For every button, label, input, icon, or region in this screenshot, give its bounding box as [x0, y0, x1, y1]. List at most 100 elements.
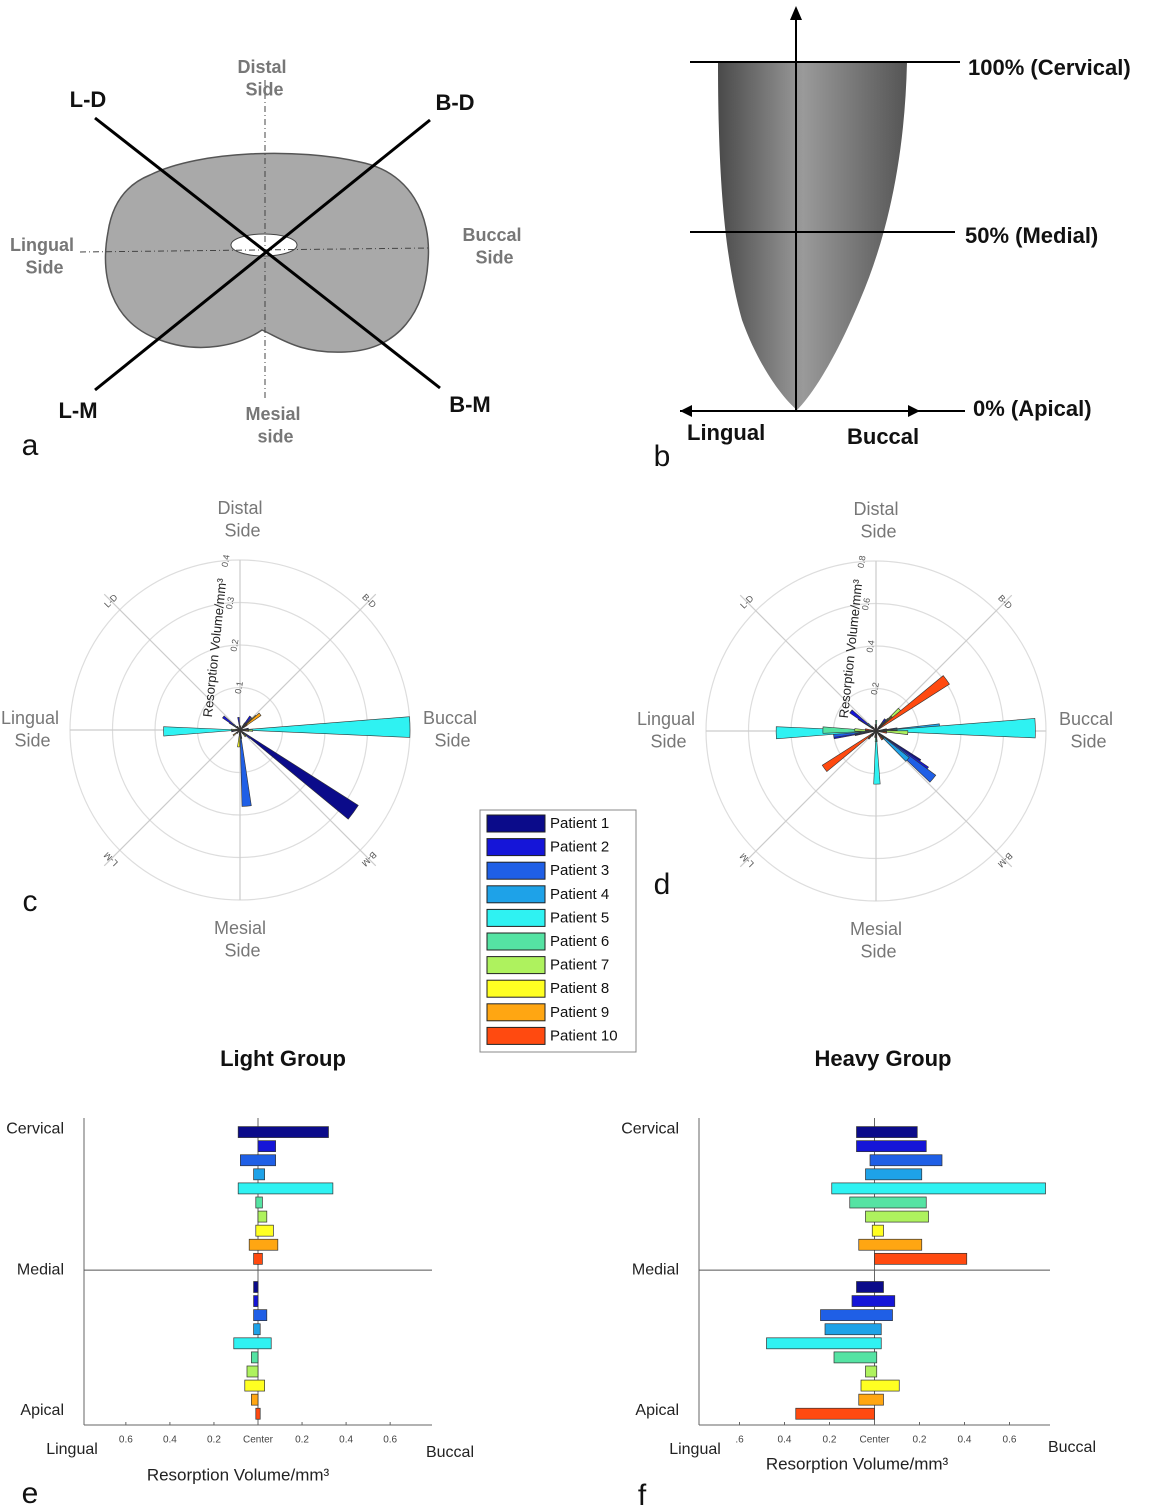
- bar: [253, 1309, 268, 1322]
- spoke: [239, 593, 377, 731]
- wedge: [874, 730, 877, 738]
- distal-label: Distal Side: [237, 57, 286, 100]
- legend-label: Patient 3: [550, 862, 609, 879]
- legend-swatch: [486, 956, 546, 975]
- lingual-label: Lingual: [687, 420, 765, 445]
- x-tick-label: 0.6: [1003, 1435, 1017, 1446]
- ld-label: L-D: [70, 87, 107, 112]
- wedge: [239, 725, 242, 731]
- bar: [237, 1182, 334, 1195]
- legend-label: Patient 1: [550, 815, 609, 832]
- bar: [858, 1393, 884, 1406]
- lm-label: L-M: [58, 398, 97, 423]
- r-tick-label: 0.8: [856, 555, 868, 569]
- y-tick-label: Medial: [632, 1261, 679, 1278]
- bar: [851, 1295, 896, 1307]
- wedge: [239, 729, 252, 807]
- direction-label: Distal Side: [217, 498, 262, 541]
- buccal-label: Buccal Side: [462, 225, 521, 268]
- legend-swatch: [486, 814, 546, 833]
- bar: [240, 1154, 276, 1167]
- bd-label: B-D: [435, 90, 474, 115]
- x-tick-label: Center: [859, 1435, 890, 1446]
- x-left-label: Lingual: [46, 1441, 98, 1458]
- panel-letter: f: [638, 1479, 647, 1510]
- r-tick-label: 0.6: [860, 597, 872, 611]
- bar: [865, 1365, 878, 1378]
- y-tick-label: Cervical: [621, 1120, 679, 1137]
- diagonal-line: [94, 118, 431, 392]
- x-tick-label: 0.2: [295, 1435, 309, 1446]
- bar: [856, 1140, 927, 1153]
- panel-letter: c: [23, 885, 38, 918]
- legend-label: Patient 8: [550, 980, 609, 997]
- spoke: [103, 593, 241, 731]
- bar: [244, 1379, 265, 1392]
- x-tick-label: 0.4: [163, 1435, 177, 1446]
- panel-letter: d: [654, 868, 671, 901]
- legend-label: Patient 7: [550, 957, 609, 974]
- bar: [237, 1126, 329, 1138]
- bar: [871, 1224, 884, 1237]
- x-tick-label: 0.4: [958, 1435, 972, 1446]
- lingual-label: Lingual Side: [10, 235, 74, 278]
- wedge: [875, 726, 878, 732]
- wedge: [875, 730, 910, 762]
- legend-label: Patient 4: [550, 886, 609, 903]
- y-tick-label: Apical: [635, 1402, 679, 1419]
- bar: [253, 1281, 259, 1293]
- r-tick-label: 0.2: [228, 638, 240, 652]
- r-tick-label: 0.3: [224, 596, 236, 610]
- cervical-label: 100% (Cervical): [968, 55, 1131, 80]
- legend-swatch: [486, 932, 546, 951]
- spoke: [239, 729, 377, 867]
- bar: [856, 1126, 918, 1138]
- legend-label: Patient 6: [550, 933, 609, 950]
- bar: [248, 1238, 279, 1251]
- y-tick-label: Medial: [17, 1261, 64, 1278]
- wedge: [822, 726, 877, 734]
- wedge: [872, 727, 877, 732]
- x-tick-label: 0.4: [778, 1435, 792, 1446]
- wedge: [239, 724, 248, 731]
- wedge: [239, 716, 411, 738]
- bar: [874, 1252, 968, 1265]
- legend-swatch: [486, 885, 546, 904]
- x-left-label: Lingual: [669, 1441, 721, 1458]
- direction-label: Buccal Side: [1059, 709, 1113, 752]
- axis-line: [79, 247, 431, 253]
- wedge: [238, 729, 241, 735]
- bar: [766, 1337, 882, 1350]
- x-tick-label: 0.2: [207, 1435, 221, 1446]
- x-tick-label: Center: [243, 1435, 274, 1446]
- legend-label: Patient 2: [550, 839, 609, 856]
- wedge: [873, 730, 881, 785]
- bar: [253, 1252, 263, 1265]
- bar: [831, 1182, 1046, 1195]
- chart-title: Heavy Group: [815, 1046, 952, 1071]
- direction-label: Mesial Side: [214, 918, 266, 961]
- legend-swatch: [486, 838, 546, 857]
- bar: [251, 1351, 259, 1364]
- wedge: [163, 726, 241, 737]
- bar: [257, 1210, 268, 1223]
- buccal-label: Buccal: [847, 424, 919, 449]
- direction-label: Lingual Side: [637, 709, 695, 752]
- panel-letter: b: [654, 440, 671, 473]
- wedge: [239, 729, 245, 732]
- spoke: [739, 730, 877, 868]
- bar: [255, 1407, 261, 1420]
- panel-letter: e: [22, 1477, 39, 1510]
- x-axis-label: Resorption Volume/mm³: [766, 1454, 949, 1473]
- y-tick-label: Apical: [20, 1402, 64, 1419]
- wedge: [875, 730, 887, 734]
- wedge: [865, 728, 877, 732]
- x-axis-label: Resorption Volume/mm³: [147, 1465, 330, 1484]
- bar: [795, 1407, 875, 1420]
- r-axis-label: Resorption Volume/mm³: [836, 578, 866, 719]
- direction-label: Lingual Side: [1, 708, 59, 751]
- bar: [856, 1281, 884, 1293]
- legend-swatch: [486, 908, 546, 927]
- r-tick-label: 0.4: [864, 639, 876, 653]
